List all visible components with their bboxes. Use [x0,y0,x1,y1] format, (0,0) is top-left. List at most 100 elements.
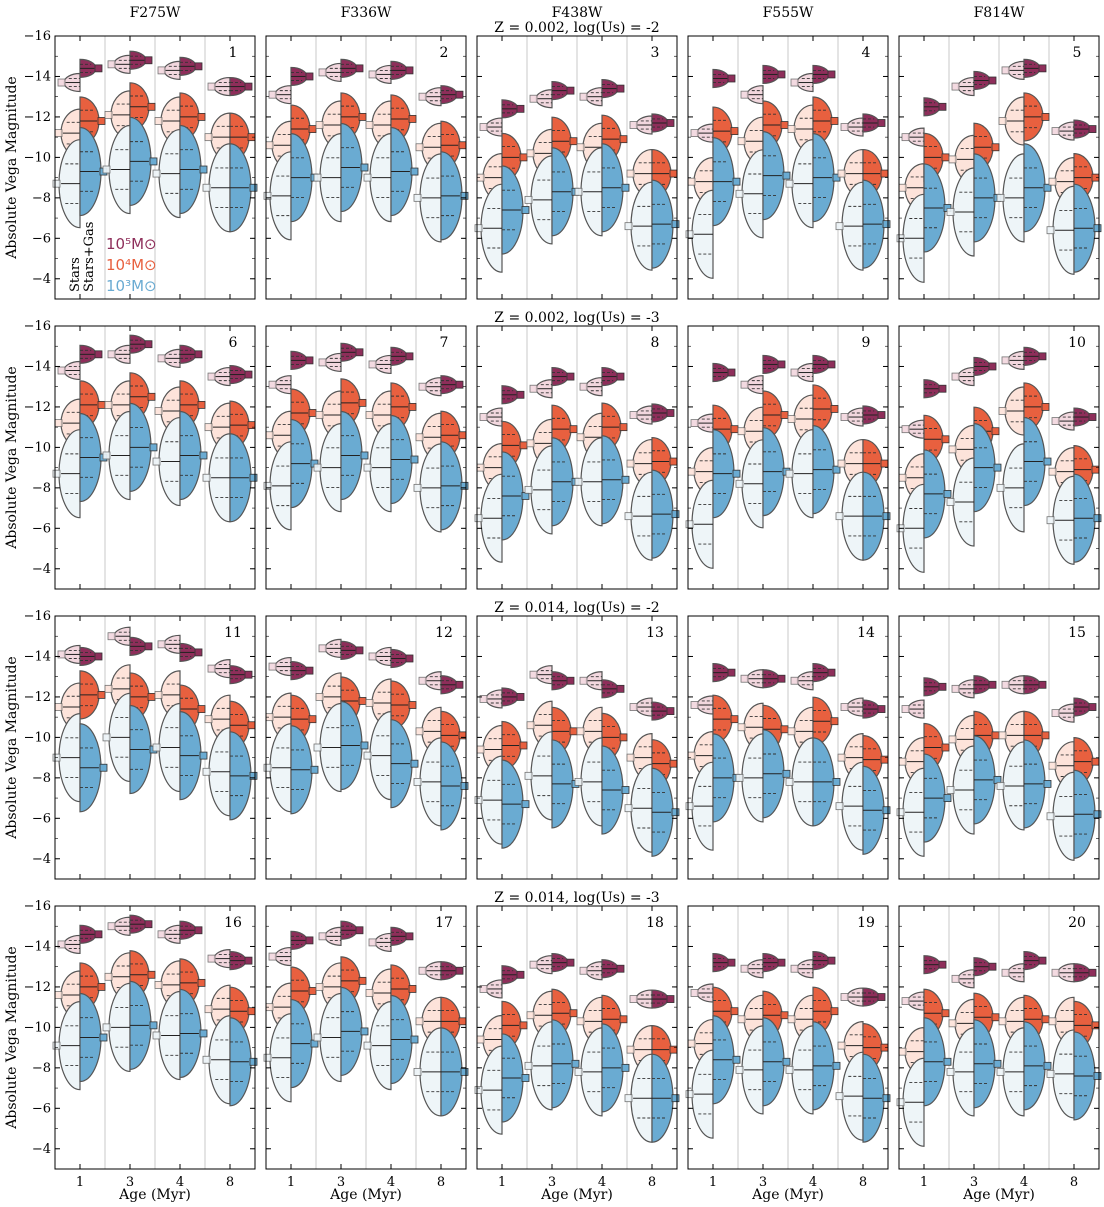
ref-square-stars-gas [832,173,841,182]
ref-square-stars-gas [619,423,628,432]
y-tick-label: −4 [32,1142,51,1157]
ref-square-stars-gas [410,1035,419,1044]
ref-square-stars [1048,177,1057,186]
ref-square-stars-gas [1093,514,1102,523]
ref-square-stars [107,350,116,359]
x-tick-label: 3 [126,1175,134,1190]
ref-square-stars [1051,968,1060,977]
ref-square-stars-gas [938,682,947,691]
ref-square-stars [948,445,957,454]
legend-stars-gas-label: Stars+Gas [82,222,97,292]
ref-square-stars [948,155,957,164]
ref-square-stars [687,467,696,476]
panel-frame [265,325,467,590]
ref-square-stars [835,512,844,521]
ref-square-stars-gas [355,646,364,655]
ref-square-stars-gas [777,360,786,369]
ref-square-stars [529,960,538,969]
ref-square-stars-gas [669,169,678,178]
ref-square-stars [1048,1017,1057,1026]
ref-square-stars-gas [830,1007,839,1016]
ref-square-stars-gas [405,654,414,663]
ref-square-stars [576,143,585,152]
panel-frame [898,35,1100,300]
ref-square-stars [998,1017,1007,1026]
ref-square-stars-gas [882,806,891,815]
ref-square-stars [102,165,111,174]
ref-square-stars [576,1017,585,1026]
ref-square-stars-gas [521,206,530,214]
ref-square-stars-gas [880,169,889,178]
ref-square-stars-gas [988,680,997,689]
ref-square-stars [690,129,699,138]
panel-frame [687,325,889,590]
x-tick-label: 8 [226,1175,234,1190]
ref-square-stars-gas [197,400,206,409]
ref-square-stars-gas [247,1007,256,1016]
ref-square-stars-gas [244,670,253,679]
ref-square-stars-gas [460,191,469,200]
ref-square-stars-gas [569,727,578,736]
ref-square-stars [787,1015,796,1024]
ref-square-stars-gas [194,62,203,71]
ref-square-stars-gas [1038,352,1047,361]
panel-frame [265,615,467,880]
ref-square-stars-gas [305,936,314,945]
ref-square-stars-gas [1093,224,1102,233]
panel-number: 2 [440,45,449,61]
ref-square-stars-gas [941,435,950,444]
y-tick-label: −14 [24,69,51,84]
ref-square-stars [626,169,635,178]
ref-square-stars [207,954,216,963]
ref-square-stars-gas [458,431,467,440]
ref-square-stars-gas [941,153,950,162]
y-tick-label: −8 [32,191,51,206]
ref-square-stars-gas [782,1057,791,1066]
x-axis-label: Age (Myr) [751,1187,824,1203]
row-title: Z = 0.014, log(Us) = -2 [494,600,659,616]
panel-frame [687,615,889,880]
ref-square-stars-gas [99,1033,108,1042]
ref-square-stars [629,703,638,711]
row-title: Z = 0.002, log(Us) = -2 [494,20,659,36]
row-title: Z = 0.002, log(Us) = -3 [494,310,659,326]
ref-square-stars [313,173,322,182]
ref-square-stars [790,964,799,973]
ref-square-stars [526,1011,535,1020]
ref-square-stars [263,763,272,772]
ref-square-stars [837,1041,846,1050]
ref-square-stars [54,419,63,428]
ref-square-stars [787,125,796,133]
ref-square-stars [951,82,960,91]
ref-square-stars [579,676,588,685]
ref-square-stars [1001,66,1010,75]
ref-square-stars [579,92,588,101]
ref-square-stars-gas [410,167,419,176]
ref-square-stars-gas [619,135,628,144]
y-tick-label: −6 [32,521,51,536]
ref-square-stars-gas [519,153,528,162]
y-axis-label: Absolute Vega Magnitude [4,656,20,839]
ref-square-stars-gas [943,1057,952,1066]
ref-square-stars [898,183,907,192]
ref-square-stars-gas [830,117,839,125]
filter-title-f555w: F555W [763,5,814,21]
y-tick-label: −10 [24,150,51,165]
ref-square-stars-gas [308,409,317,417]
ref-square-stars [690,989,699,997]
ref-square-stars-gas [1088,125,1097,133]
ref-square-stars [204,423,213,432]
ref-square-stars-gas [305,666,314,675]
ref-square-stars-gas [569,137,578,146]
ref-square-stars [785,179,794,188]
ref-square-stars-gas [521,800,530,809]
ref-square-stars-gas [144,920,153,929]
ref-square-stars [315,121,324,129]
ref-square-stars [154,407,163,415]
x-tick-label: 8 [437,1175,445,1190]
ref-square-stars [479,985,488,993]
y-tick-label: −16 [24,29,51,44]
ref-square-stars [996,483,1005,492]
ref-square-stars [896,808,905,817]
ref-square-stars-gas [249,183,258,192]
